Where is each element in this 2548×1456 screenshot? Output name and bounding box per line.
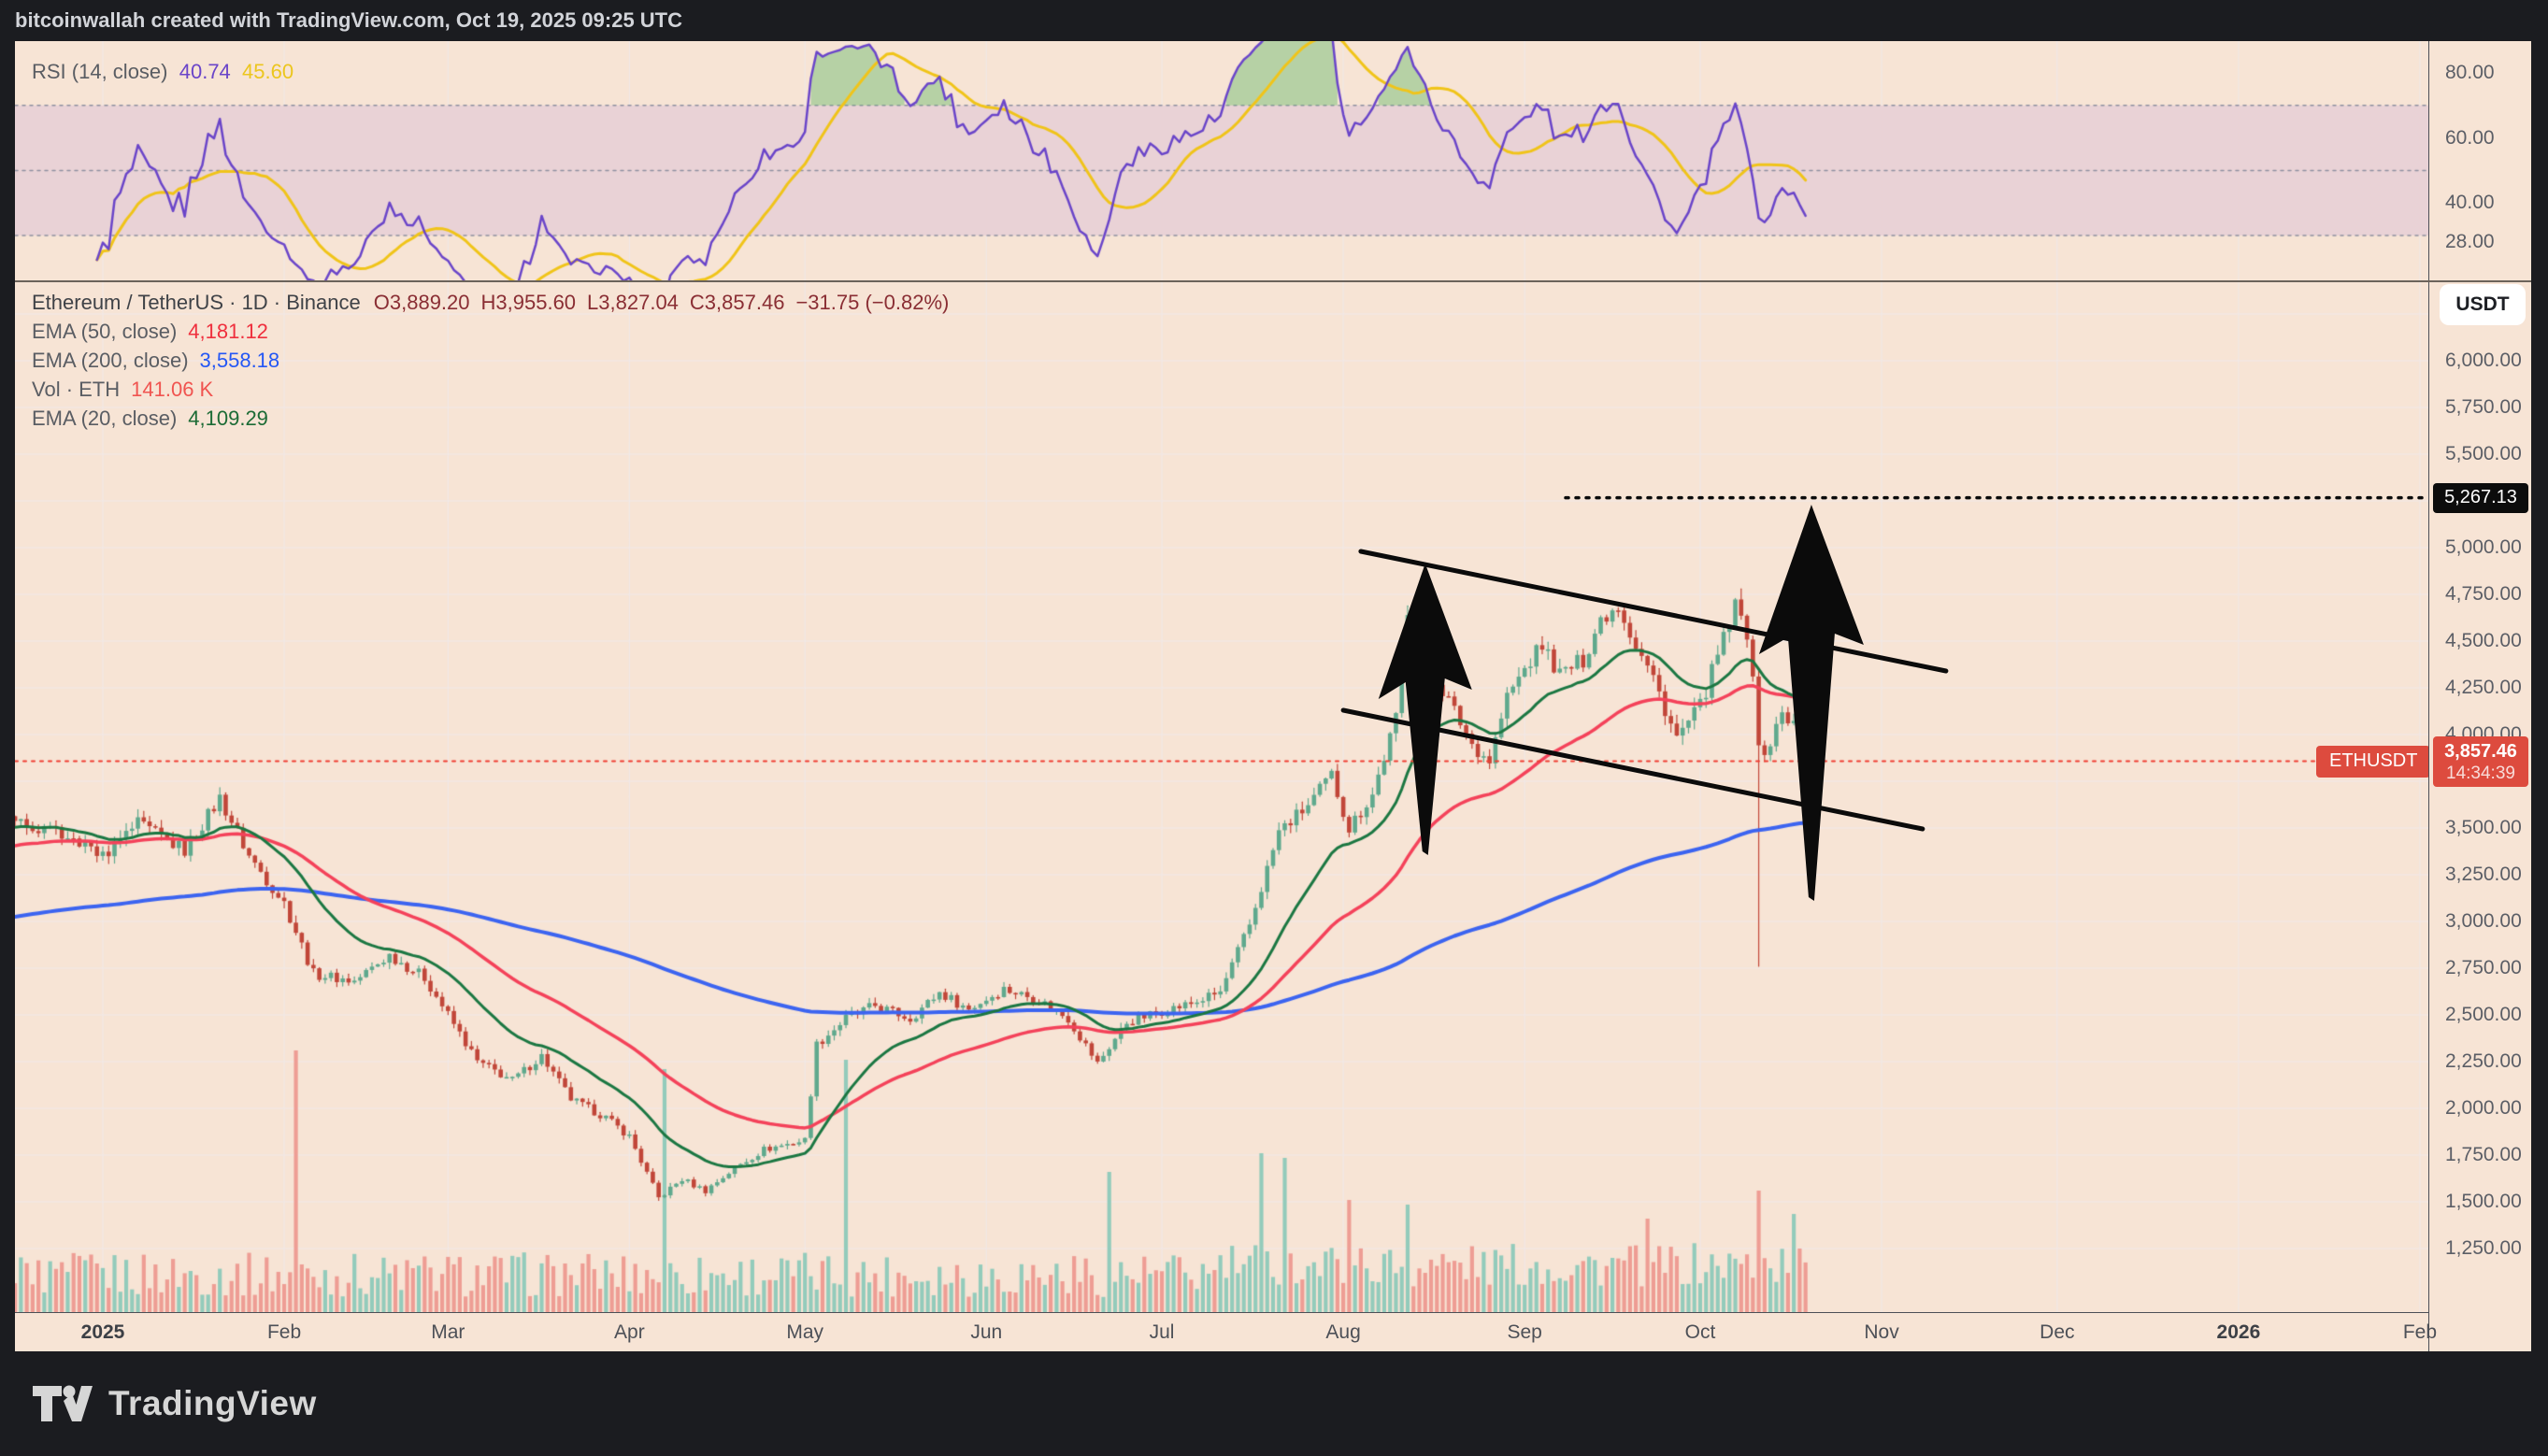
header-title: bitcoinwallah created with TradingView.c… xyxy=(15,8,683,32)
indicator-label: EMA (20, close) xyxy=(32,406,178,430)
price-axis-label: 2,250.00 xyxy=(2445,1050,2522,1072)
rsi-value: 40.74 xyxy=(179,60,231,83)
rsi-axis-label: 60.00 xyxy=(2445,126,2495,149)
symbol-price-label: ETHUSDT xyxy=(2316,745,2428,778)
indicator-value: 4,109.29 xyxy=(188,406,268,430)
currency-button[interactable]: USDT xyxy=(2440,284,2526,325)
time-axis[interactable]: 2025 Feb Mar Apr May Jun Jul Aug Sep Oct Nov Dec 202… xyxy=(15,1312,2437,1351)
price-axis-label: 1,750.00 xyxy=(2445,1144,2522,1165)
rsi-axis-label: 80.00 xyxy=(2445,62,2495,83)
indicator-value: 141.06 K xyxy=(131,377,214,401)
time-axis-label: May xyxy=(786,1321,824,1343)
time-axis-label: Aug xyxy=(1325,1321,1361,1343)
time-axis-label: Dec xyxy=(2040,1321,2075,1343)
rsi-label: RSI (14, close) xyxy=(32,60,168,83)
chart-widget: RSI (14, close) 40.74 45.60 Ethereum / T… xyxy=(15,41,2531,1351)
rsi-axis-label: 40.00 xyxy=(2445,192,2495,214)
symbol-title[interactable]: Ethereum / TetherUS · 1D · Binance xyxy=(32,290,361,314)
ohlc-close: C3,857.46 xyxy=(689,290,785,314)
target-price-label: 5,267.13 xyxy=(2433,482,2528,513)
price-axis-label: 3,250.00 xyxy=(2445,864,2522,885)
price-pane: Ethereum / TetherUS · 1D · Binance O3,889… xyxy=(15,282,2428,1312)
price-axis-label: 1,250.00 xyxy=(2445,1237,2522,1259)
header-bar: bitcoinwallah created with TradingView.c… xyxy=(0,0,2548,41)
time-axis-label: Jun xyxy=(970,1321,1003,1343)
indicator-value: 4,181.12 xyxy=(188,319,268,343)
price-axis-label: 4,500.00 xyxy=(2445,630,2522,651)
pane-divider[interactable] xyxy=(15,280,2531,282)
indicator-row[interactable]: EMA (200, close) 3,558.18 xyxy=(32,346,960,375)
symbol-price-label-text: ETHUSDT xyxy=(2329,750,2418,771)
price-axis-label: 2,500.00 xyxy=(2445,1004,2522,1025)
bar-countdown: 14:34:39 xyxy=(2446,763,2515,783)
price-axis-label: 2,750.00 xyxy=(2445,957,2522,978)
ohlc-high: H3,955.60 xyxy=(480,290,577,314)
ohlc-change: −31.75 (−0.82%) xyxy=(795,290,950,314)
rsi-legend[interactable]: RSI (14, close) 40.74 45.60 xyxy=(32,60,293,84)
price-axis-label: 4,750.00 xyxy=(2445,583,2522,605)
time-axis-label: Oct xyxy=(1684,1321,1716,1343)
chart-legend: Ethereum / TetherUS · 1D · Binance O3,889… xyxy=(32,288,960,433)
time-axis-label: 2026 xyxy=(2216,1321,2261,1343)
indicator-value: 3,558.18 xyxy=(199,348,280,372)
rsi-chart-canvas[interactable] xyxy=(15,41,2428,280)
time-axis-label: Apr xyxy=(614,1321,645,1343)
ohlc-open: O3,889.20 xyxy=(373,290,470,314)
price-axis-label: 5,750.00 xyxy=(2445,396,2522,418)
price-axis-label: 2,000.00 xyxy=(2445,1097,2522,1119)
ohlc-low: L3,827.04 xyxy=(587,290,679,314)
price-axis-label: 1,500.00 xyxy=(2445,1191,2522,1212)
price-axis-label: 5,000.00 xyxy=(2445,536,2522,558)
price-axis-label: 4,250.00 xyxy=(2445,677,2522,698)
tradingview-logo-text: TradingView xyxy=(108,1384,317,1422)
time-axis-label: Jul xyxy=(1149,1321,1175,1343)
price-axis-label: 6,000.00 xyxy=(2445,350,2522,371)
last-price-label: 3,857.46 14:34:39 xyxy=(2433,735,2528,787)
last-price-value: 3,857.46 xyxy=(2444,740,2517,762)
time-axis-label: Nov xyxy=(1864,1321,1899,1343)
indicator-legend-rows: EMA (50, close) 4,181.12 EMA (200, close) 3… xyxy=(32,317,960,433)
tradingview-logo-icon xyxy=(33,1385,93,1421)
price-axis-label: 5,500.00 xyxy=(2445,443,2522,464)
indicator-label: Vol · ETH xyxy=(32,377,121,401)
indicator-row[interactable]: EMA (50, close) 4,181.12 xyxy=(32,317,960,346)
rsi-axis-label: 28.00 xyxy=(2445,230,2495,252)
rsi-ma-value: 45.60 xyxy=(242,60,294,83)
indicator-row[interactable]: EMA (20, close) 4,109.29 xyxy=(32,404,960,433)
price-axis-label: 3,000.00 xyxy=(2445,910,2522,932)
indicator-label: EMA (200, close) xyxy=(32,348,189,372)
time-axis-label: Feb xyxy=(266,1321,302,1343)
indicator-row[interactable]: Vol · ETH 141.06 K xyxy=(32,375,960,404)
time-axis-label: Sep xyxy=(1507,1321,1542,1343)
tradingview-logo[interactable]: TradingView xyxy=(32,1380,317,1427)
price-chart-canvas[interactable] xyxy=(15,282,2428,1312)
rsi-pane: RSI (14, close) 40.74 45.60 xyxy=(15,41,2428,280)
price-scale[interactable]: USDT 5,267.13 3,857.46 14:34:39 6,000.00… xyxy=(2428,41,2531,1351)
footer-bar: TradingView xyxy=(0,1351,2548,1456)
indicator-label: EMA (50, close) xyxy=(32,319,178,343)
symbol-legend-row: Ethereum / TetherUS · 1D · Binance O3,889… xyxy=(32,288,960,317)
time-axis-label: Mar xyxy=(431,1321,465,1343)
time-axis-label: 2025 xyxy=(80,1321,125,1343)
price-axis-label: 3,500.00 xyxy=(2445,817,2522,838)
